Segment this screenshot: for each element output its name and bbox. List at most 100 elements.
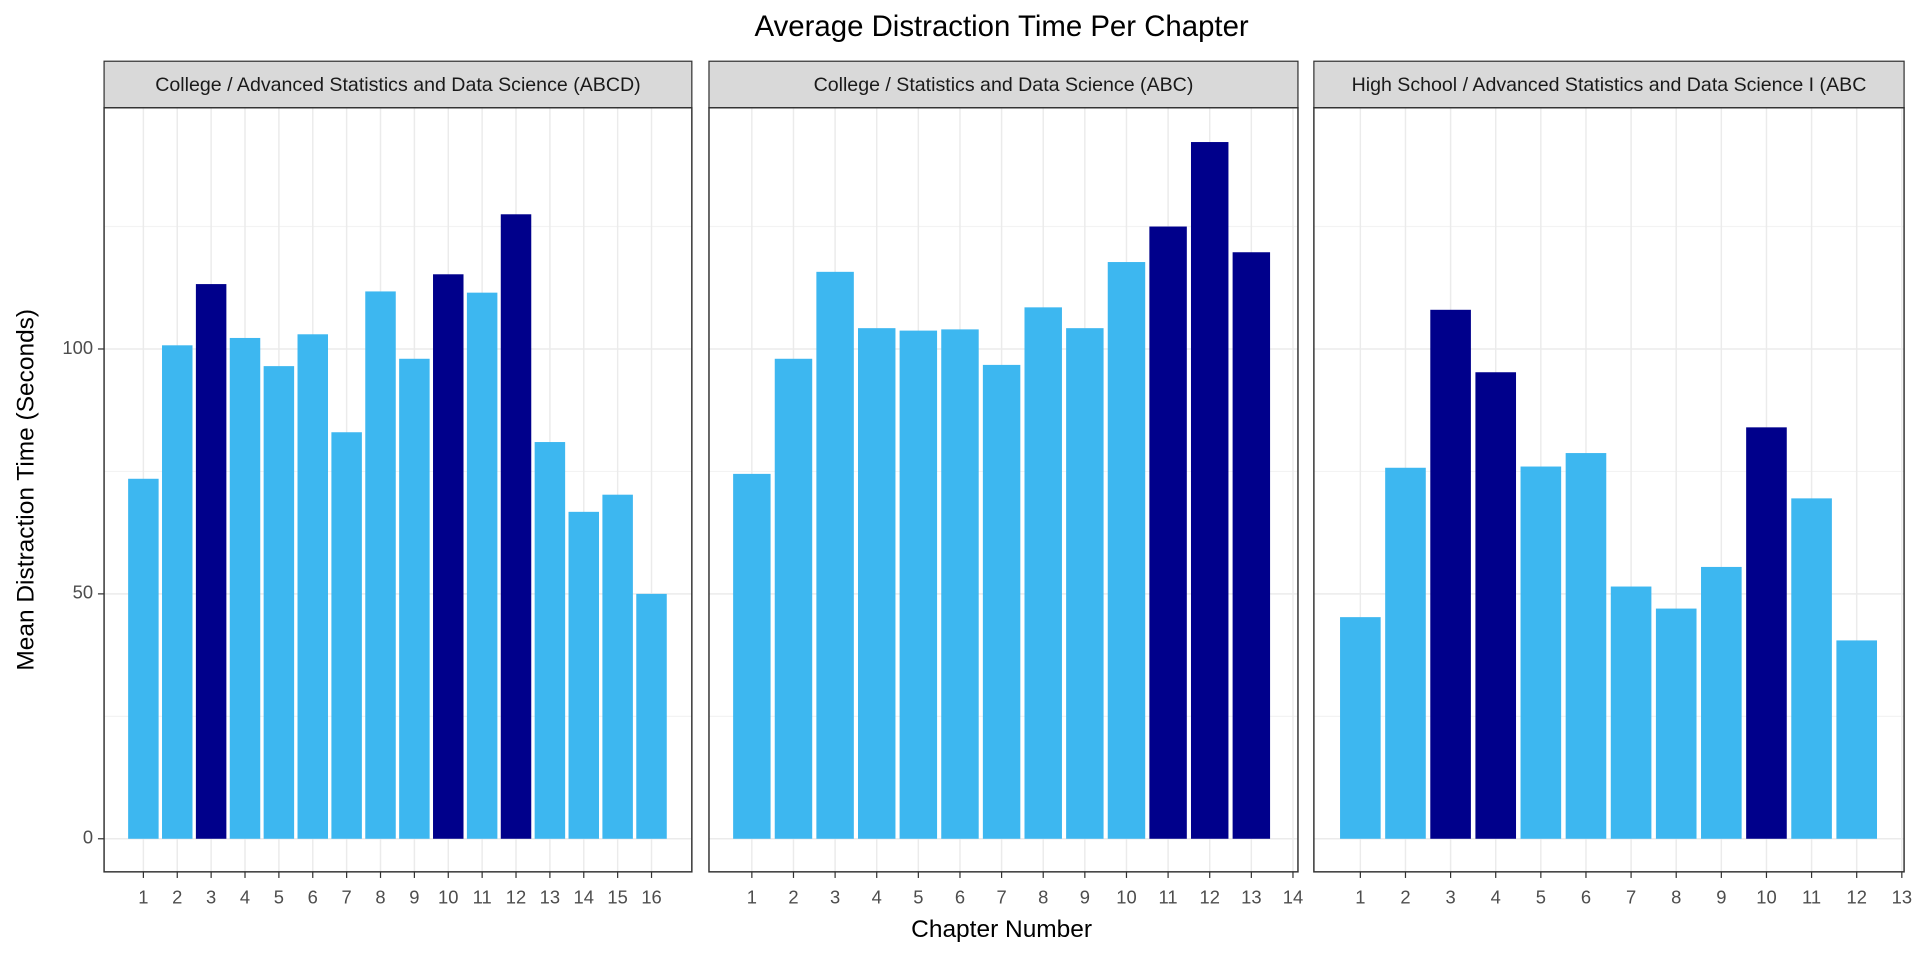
bar <box>1232 252 1271 839</box>
y-tick-label: 50 <box>73 582 93 603</box>
x-tick-label: 2 <box>172 887 182 908</box>
bar <box>816 271 854 839</box>
bar <box>433 274 464 839</box>
y-tick-label: 100 <box>62 337 93 358</box>
bar <box>899 330 938 839</box>
x-tick-label: 9 <box>1080 887 1090 908</box>
x-tick-label: 7 <box>1626 887 1636 908</box>
x-tick-label: 15 <box>607 887 627 908</box>
bar <box>500 214 532 839</box>
bar <box>1066 328 1104 839</box>
bar <box>1520 466 1562 839</box>
bar <box>331 432 362 839</box>
bar <box>1475 372 1517 839</box>
x-tick-label: 8 <box>1671 887 1681 908</box>
bar <box>195 284 227 839</box>
x-tick-label: 4 <box>872 887 882 908</box>
x-tick-label: 10 <box>1756 887 1776 908</box>
bar <box>229 337 261 839</box>
bar <box>1385 467 1426 839</box>
facet-title: College / Advanced Statistics and Data S… <box>155 74 640 96</box>
bar <box>774 358 813 839</box>
x-tick-label: 3 <box>1445 887 1455 908</box>
bar <box>857 328 896 839</box>
panel-border <box>103 107 693 873</box>
x-tick-label: 5 <box>1536 887 1546 908</box>
bar <box>1701 566 1742 839</box>
x-tick-label: 11 <box>1802 887 1821 908</box>
x-tick-label: 3 <box>206 887 216 908</box>
x-tick-label: 6 <box>955 887 965 908</box>
facet-strip <box>708 60 1299 109</box>
bar <box>1430 309 1471 839</box>
x-tick-label: 4 <box>1491 887 1501 908</box>
bar <box>636 593 667 839</box>
bar <box>1746 427 1787 839</box>
x-tick-label: 9 <box>1716 887 1726 908</box>
bar <box>1190 142 1229 839</box>
x-tick-label: 12 <box>506 887 526 908</box>
bar <box>1340 617 1381 839</box>
x-tick-label: 8 <box>1038 887 1048 908</box>
facet-title: College / Statistics and Data Science (A… <box>814 74 1194 96</box>
x-tick-label: 2 <box>1400 887 1410 908</box>
bar <box>1610 586 1652 839</box>
bar <box>1836 640 1878 839</box>
panel-border <box>708 107 1299 873</box>
bar <box>1024 307 1062 839</box>
bar <box>162 345 193 839</box>
bar <box>534 442 566 839</box>
x-tick-label: 4 <box>240 887 250 908</box>
bar <box>733 473 771 839</box>
x-tick-label: 12 <box>1846 887 1866 908</box>
bar <box>941 329 979 839</box>
bar <box>297 334 329 839</box>
bar <box>399 358 430 839</box>
bar <box>1655 608 1697 839</box>
x-tick-label: 8 <box>375 887 385 908</box>
facet-title: High School / Advanced Statistics and Da… <box>1352 74 1867 96</box>
x-tick-label: 12 <box>1200 887 1220 908</box>
x-tick-label: 14 <box>574 887 594 908</box>
x-tick-label: 3 <box>830 887 840 908</box>
bar <box>982 364 1021 839</box>
x-tick-label: 7 <box>996 887 1006 908</box>
x-tick-label: 14 <box>1283 887 1303 908</box>
x-tick-label: 6 <box>1581 887 1591 908</box>
x-tick-label: 7 <box>342 887 352 908</box>
bar <box>1149 226 1187 839</box>
bar <box>1791 498 1832 839</box>
x-tick-label: 2 <box>788 887 798 908</box>
x-axis-label: Chapter Number <box>911 916 1092 943</box>
x-tick-label: 11 <box>473 887 492 908</box>
x-tick-label: 6 <box>308 887 318 908</box>
bar <box>365 291 396 839</box>
bar <box>602 494 633 839</box>
facet-strip <box>1313 60 1905 109</box>
x-tick-label: 16 <box>641 887 661 908</box>
bar <box>466 292 498 839</box>
y-axis-label: Mean Distraction Time (Seconds) <box>12 309 39 671</box>
x-tick-label: 13 <box>1892 887 1912 908</box>
bar <box>128 478 159 839</box>
bar <box>1107 262 1146 839</box>
x-tick-label: 13 <box>1241 887 1261 908</box>
x-tick-label: 9 <box>409 887 419 908</box>
bar <box>263 366 295 839</box>
x-tick-label: 1 <box>747 887 757 908</box>
bar <box>568 511 600 839</box>
y-tick-label: 0 <box>83 827 93 848</box>
bar <box>1565 453 1607 839</box>
chart-title: Average Distraction Time Per Chapter <box>755 10 1249 43</box>
x-tick-label: 13 <box>540 887 560 908</box>
facet-strip <box>103 60 693 109</box>
x-tick-label: 5 <box>274 887 284 908</box>
x-tick-label: 5 <box>913 887 923 908</box>
panel-border <box>1313 107 1905 873</box>
x-tick-label: 10 <box>438 887 458 908</box>
x-tick-label: 11 <box>1159 887 1178 908</box>
x-tick-label: 1 <box>1355 887 1365 908</box>
x-tick-label: 1 <box>138 887 148 908</box>
